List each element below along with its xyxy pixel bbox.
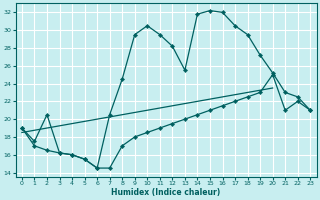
X-axis label: Humidex (Indice chaleur): Humidex (Indice chaleur) [111, 188, 221, 197]
